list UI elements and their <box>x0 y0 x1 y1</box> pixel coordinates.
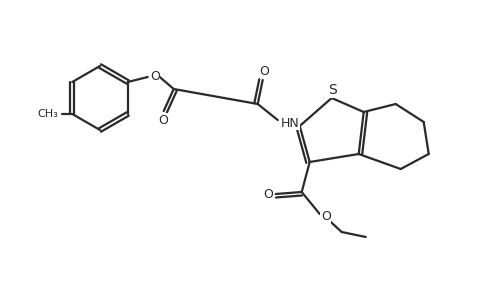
Text: O: O <box>263 188 273 201</box>
Text: S: S <box>328 83 337 97</box>
Text: O: O <box>321 210 331 224</box>
Text: CH₃: CH₃ <box>37 109 58 119</box>
Text: O: O <box>158 114 168 127</box>
Text: HN: HN <box>281 116 300 129</box>
Text: O: O <box>259 64 269 78</box>
Text: O: O <box>150 70 160 83</box>
